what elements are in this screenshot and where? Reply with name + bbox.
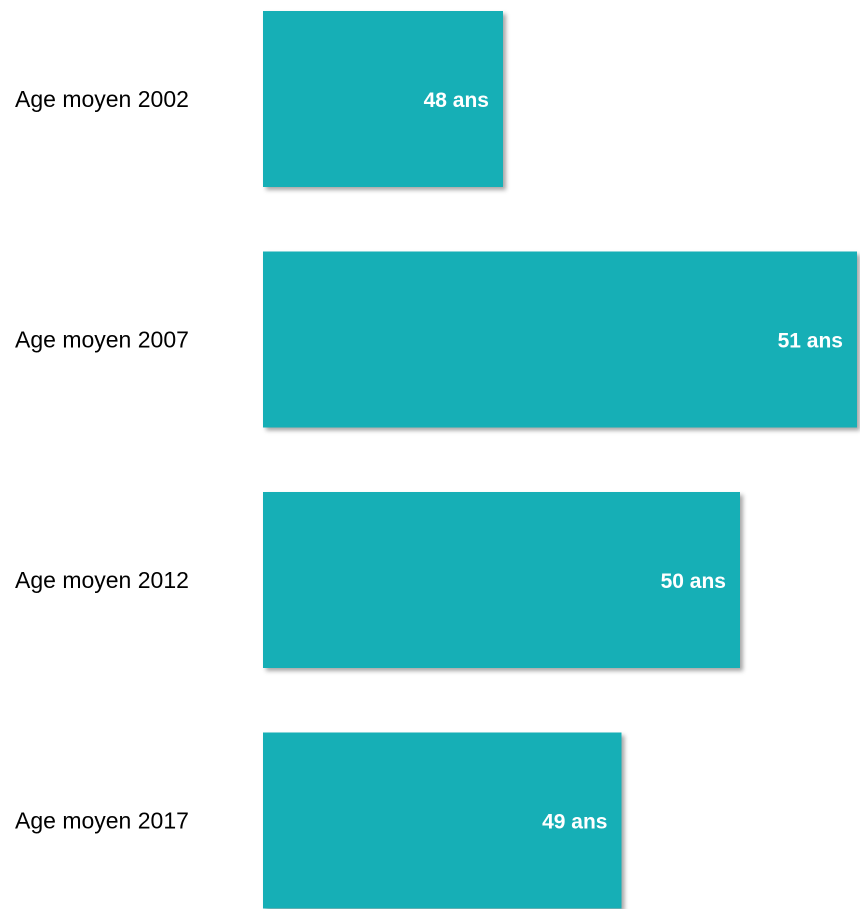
bar — [263, 11, 503, 187]
bars — [263, 11, 857, 909]
value-labels: 48 ans 51 ans 50 ans 49 ans — [424, 89, 843, 834]
value-label: 51 ans — [778, 330, 843, 353]
bar — [263, 492, 740, 668]
category-label: Age moyen 2012 — [15, 567, 189, 593]
category-label: Age moyen 2017 — [15, 808, 189, 834]
value-label: 49 ans — [542, 811, 607, 834]
category-labels: Age moyen 2002 Age moyen 2007 Age moyen 20… — [15, 86, 189, 834]
value-label: 48 ans — [424, 89, 489, 112]
bar — [263, 732, 622, 909]
value-label: 50 ans — [661, 570, 726, 593]
category-label: Age moyen 2002 — [15, 86, 189, 112]
bar — [263, 251, 857, 428]
category-label: Age moyen 2007 — [15, 327, 189, 353]
